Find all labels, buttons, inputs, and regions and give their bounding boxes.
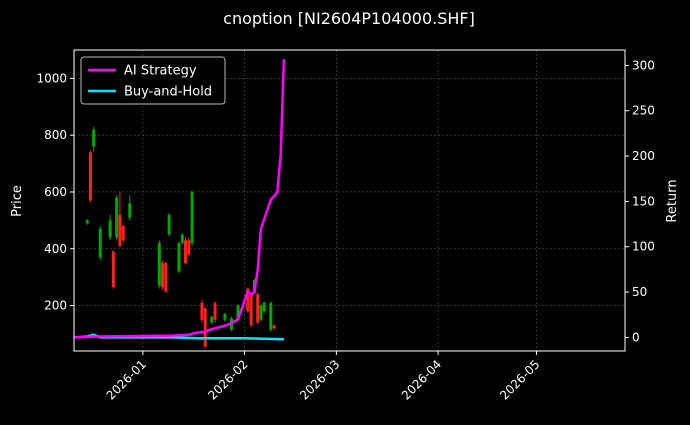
candle-body: [200, 302, 204, 320]
candle-body: [236, 305, 240, 320]
y-tick-label-right: 150: [632, 194, 655, 208]
legend-box: [80, 56, 226, 105]
candle-body: [272, 325, 276, 329]
y-axis-label-left: Price: [10, 185, 25, 217]
candle-body: [246, 288, 250, 312]
candle-body: [249, 294, 253, 326]
candle-body: [88, 152, 92, 201]
candle-body: [111, 251, 115, 288]
y-tick-label-left: 200: [44, 299, 67, 313]
candle-body: [180, 234, 184, 244]
plot-frame: [73, 49, 626, 352]
y-tick-label-left: 400: [44, 242, 67, 256]
candle-body: [184, 240, 188, 263]
y-tick-label-left: 600: [44, 185, 67, 199]
candle-body: [203, 308, 207, 347]
y-tick-label-right: 250: [632, 104, 655, 118]
candle-body: [85, 220, 89, 224]
candle-body: [161, 262, 165, 288]
y-tick-label-right: 100: [632, 240, 655, 254]
y-tick-label-left: 800: [44, 128, 67, 142]
legend-label: AI Strategy: [124, 64, 197, 79]
legend-label: Buy-and-Hold: [124, 85, 212, 100]
candle-body: [177, 243, 181, 272]
y-axis-label-right: Return: [665, 179, 680, 222]
candle-body: [92, 129, 96, 147]
y-tick-label-right: 0: [632, 330, 640, 344]
candle-body: [167, 214, 171, 235]
candle-body: [269, 302, 273, 330]
candle-body: [256, 294, 260, 323]
candle-body: [164, 262, 168, 292]
candle-body: [223, 314, 227, 320]
candle-body: [121, 226, 125, 241]
legend: AI Strategy Buy-and-Hold: [80, 56, 226, 105]
y-tick-label-left: 1000: [36, 71, 67, 85]
candle-body: [98, 228, 102, 258]
ai-strategy-line: [73, 59, 286, 339]
y-tick-label-right: 300: [632, 58, 655, 72]
candle-body: [128, 203, 132, 218]
candlesticks: [85, 126, 276, 349]
y-tick-label-right: 50: [632, 285, 647, 299]
series-lines: [73, 59, 286, 341]
candle-body: [118, 214, 122, 246]
candle-body: [259, 305, 263, 320]
y-tick-label-right: 200: [632, 149, 655, 163]
candle-body: [108, 220, 112, 238]
candle-body: [115, 197, 119, 238]
candle-body: [262, 302, 266, 312]
candle-body: [187, 240, 191, 255]
candle-body: [213, 302, 217, 320]
chart-title: cnoption [NI2604P104000.SHF]: [223, 9, 475, 28]
candle-body: [210, 316, 214, 323]
candle-body: [190, 191, 194, 244]
candle-body: [157, 243, 161, 286]
